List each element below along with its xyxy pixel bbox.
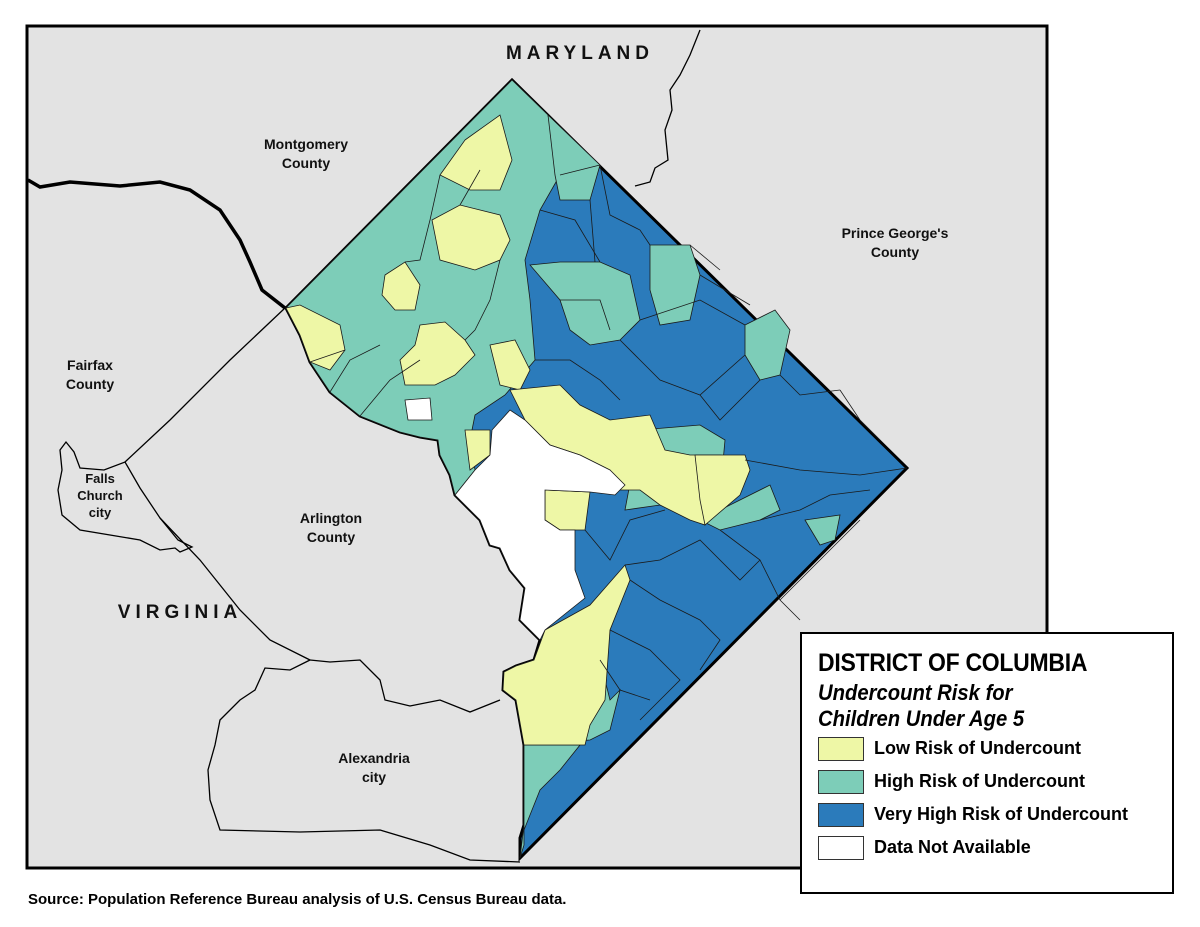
risk-zones <box>285 79 841 859</box>
zone-low-south <box>502 564 631 746</box>
zone-high-center <box>529 261 641 346</box>
zone-na-mall <box>454 409 626 641</box>
legend-item-na: Data Not Available <box>818 831 1172 864</box>
label-falls-church-line2: Church <box>77 488 123 503</box>
legend-swatch-low <box>818 736 864 761</box>
label-falls-church-line3: city <box>89 505 112 520</box>
label-alexandria-line2: city <box>362 769 386 785</box>
zone-high-north <box>547 113 601 201</box>
zone-low-south-center <box>544 489 591 531</box>
zone-high-se-edge <box>804 514 841 546</box>
label-montgomery-line1: Montgomery <box>264 136 348 152</box>
legend-item-low: Low Risk of Undercount <box>818 732 1172 765</box>
legend-title: DISTRICT OF COLUMBIA <box>818 649 1088 677</box>
zone-na-small <box>404 397 433 421</box>
legend-label-high: High Risk of Undercount <box>874 771 1085 791</box>
label-falls-church-line1: Falls <box>85 471 115 486</box>
label-pg-line2: County <box>871 244 919 260</box>
legend-subtitle: Undercount Risk for Children Under Age 5 <box>818 680 1144 732</box>
zone-low-3 <box>285 304 346 371</box>
zone-low-5 <box>399 321 476 386</box>
label-montgomery-line2: County <box>282 155 330 171</box>
zone-low-southeast-small <box>694 454 751 526</box>
tract-lines <box>309 164 908 721</box>
label-alexandria-line1: Alexandria <box>338 750 410 766</box>
legend-label-low: Low Risk of Undercount <box>874 738 1081 758</box>
legend-item-high: High Risk of Undercount <box>818 765 1172 798</box>
label-fairfax-line2: County <box>66 376 114 392</box>
county-borders <box>27 29 701 863</box>
zone-low-2 <box>431 204 511 271</box>
map-labels: MARYLAND VIRGINIA Montgomery County Prin… <box>66 43 949 785</box>
alexandria-west-border <box>207 659 521 863</box>
legend-swatch-na <box>818 835 864 860</box>
md-pg-border <box>634 29 701 187</box>
fairfax-arlington-border <box>124 307 286 463</box>
legend-label-very-high: Very High Risk of Undercount <box>874 804 1129 824</box>
legend-subtitle-line2: Children Under Age 5 <box>818 706 1025 731</box>
zone-low-6 <box>489 339 531 391</box>
legend-swatch-high <box>818 769 864 794</box>
source-note: Source: Population Reference Bureau anal… <box>28 891 567 908</box>
montgomery-fairfax-border <box>27 178 287 310</box>
legend-swatch-very-high <box>818 802 864 827</box>
legend-label-na: Data Not Available <box>874 837 1031 857</box>
label-maryland: MARYLAND <box>506 43 654 64</box>
map-legend: DISTRICT OF COLUMBIA Undercount Risk for… <box>800 632 1174 894</box>
label-pg-line1: Prince George's <box>842 225 949 241</box>
label-arlington-line1: Arlington <box>300 510 362 526</box>
legend-item-very-high: Very High Risk of Undercount <box>818 798 1172 831</box>
label-fairfax-line1: Fairfax <box>67 357 113 373</box>
legend-subtitle-line1: Undercount Risk for <box>818 680 1013 705</box>
label-virginia: VIRGINIA <box>118 602 242 623</box>
arlington-alexandria-border <box>309 659 501 713</box>
falls-church-border <box>57 440 194 553</box>
virginia-internal-border <box>159 517 311 661</box>
label-arlington-line2: County <box>307 529 355 545</box>
